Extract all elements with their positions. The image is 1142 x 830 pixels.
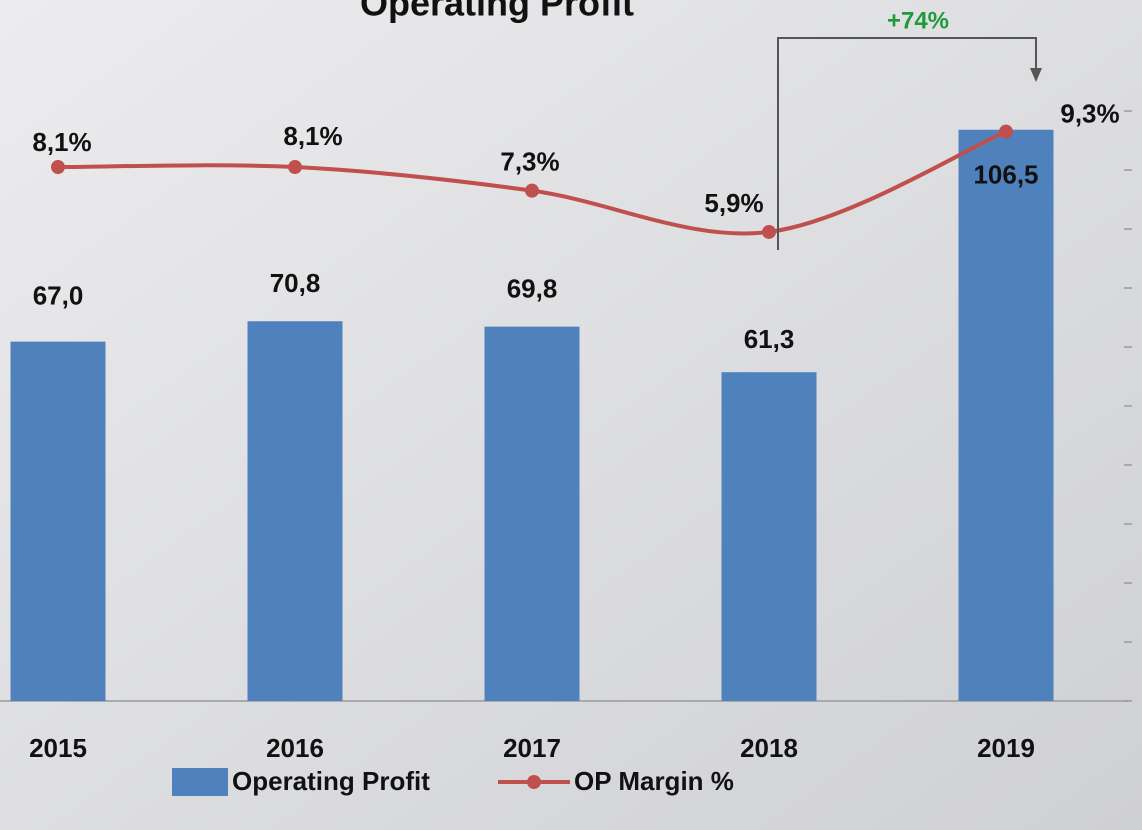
bracket-arrow: [1030, 68, 1042, 82]
legend-label: OP Margin %: [574, 766, 734, 796]
bar-value-label: 61,3: [744, 324, 795, 354]
line-value-label: 8,1%: [32, 127, 91, 157]
line-marker: [762, 224, 776, 239]
bar: [247, 321, 343, 701]
x-tick-label: 2018: [740, 733, 798, 763]
line-marker: [288, 160, 302, 175]
line-marker: [525, 183, 539, 198]
bar-value-label: 67,0: [33, 281, 84, 311]
bar: [721, 372, 817, 701]
bracket-line: [777, 37, 1037, 250]
line-marker: [999, 124, 1013, 139]
line-value-label: 7,3%: [500, 147, 559, 177]
line-value-label: 5,9%: [704, 188, 763, 218]
bracket: [777, 37, 1042, 250]
bar: [10, 341, 106, 701]
legend-label: Operating Profit: [232, 766, 430, 796]
legend: Operating Profit OP Margin %: [172, 766, 734, 796]
line-value-label: 9,3%: [1060, 99, 1119, 129]
bar-value-label: 69,8: [507, 273, 558, 303]
x-tick-label: 2019: [977, 733, 1035, 763]
line-value-label: 8,1%: [283, 121, 342, 151]
bar-value-label: 106,5: [973, 160, 1038, 190]
x-tick-label: 2016: [266, 733, 324, 763]
bar-value-label: 70,8: [270, 268, 321, 298]
bar: [958, 129, 1054, 702]
bar: [484, 326, 580, 701]
legend-swatch-marker: [527, 775, 541, 789]
x-tick-label: 2015: [29, 733, 87, 763]
x-tick-label: 2017: [503, 733, 561, 763]
chart-title: Operating Profit: [360, 0, 634, 24]
legend-swatch: [172, 768, 228, 796]
annotation: +74%: [887, 7, 949, 34]
line-marker: [51, 160, 65, 175]
plot-area: 2015 2016 2017 2018 2019 67,0 70,8 69,8 61,3 106,…: [0, 99, 1132, 763]
